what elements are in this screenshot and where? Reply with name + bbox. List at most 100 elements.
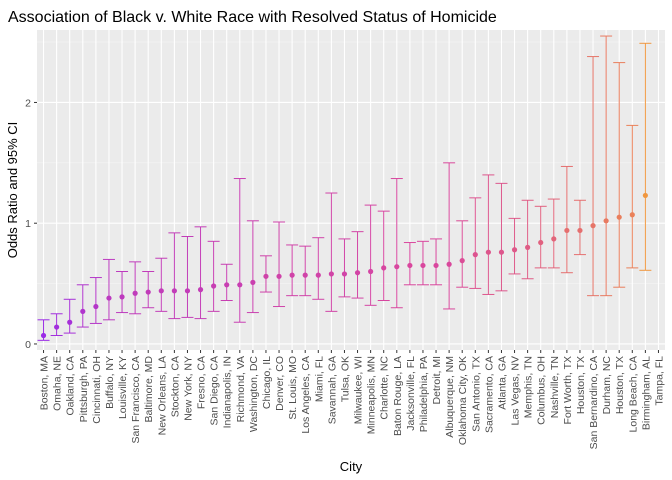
x-tick-label: New York, NY [182, 356, 194, 421]
x-tick-label: Louisville, KY [117, 356, 129, 419]
errorbar [312, 237, 325, 300]
errorbar [377, 210, 390, 301]
data-point [603, 218, 609, 224]
errorbar [469, 197, 482, 289]
data-point [119, 294, 125, 300]
errorbar [299, 245, 312, 297]
x-tick-label: Durham, NC [601, 356, 613, 415]
y-tick-label: 2 [25, 97, 31, 109]
errorbar [155, 257, 168, 312]
y-tick-label: 1 [25, 218, 31, 230]
data-point [407, 262, 413, 269]
data-point [93, 303, 99, 310]
errorbar [600, 35, 613, 297]
errorbar [102, 258, 115, 321]
x-tick-label: Omaha, NE [52, 356, 64, 411]
x-tick-label: San Antonio, TX [470, 356, 482, 432]
x-tick-label: Fort Worth, TX [562, 356, 574, 424]
data-point [433, 262, 439, 269]
errorbar [76, 284, 89, 328]
errorbar [508, 217, 521, 275]
data-point [446, 261, 452, 267]
x-tick-label: Houston, TX [614, 356, 626, 414]
errorbar [207, 240, 220, 312]
x-tick-label: Cincinnati, OH [91, 356, 103, 424]
x-tick-label: San Bernardino, CA [588, 356, 600, 449]
x-tick-label: Fresno, CA [196, 356, 208, 409]
data-point [472, 252, 478, 258]
data-point [237, 282, 243, 288]
errorbar [129, 261, 142, 315]
errorbar [443, 162, 456, 310]
x-tick-label: Tampa, FL [653, 356, 665, 406]
data-point [211, 283, 217, 289]
chart-title: Association of Black v. White Race with … [8, 9, 497, 26]
data-point [354, 270, 361, 276]
data-point [642, 192, 648, 199]
data-point [67, 319, 73, 325]
x-tick-label: Philadelphia, PA [418, 356, 430, 432]
x-tick-label: Chicago, IL [261, 356, 273, 409]
data-point [106, 295, 112, 301]
x-tick-label: Charlotte, NC [379, 356, 391, 420]
x-tick-label: Albuquerque, NM [444, 356, 456, 438]
data-point [616, 214, 622, 220]
data-point [368, 268, 374, 275]
x-tick-label: Stockton, CA [169, 356, 181, 417]
errorbars-layer [37, 35, 652, 341]
errorbar [430, 238, 443, 286]
y-tick-label: 0 [25, 339, 31, 351]
errorbar [168, 232, 181, 320]
data-point [485, 249, 491, 255]
x-tick-label: Houston, TX [575, 356, 587, 414]
data-point [511, 247, 518, 253]
data-point [263, 273, 269, 279]
data-point [498, 249, 505, 255]
data-point [171, 288, 177, 294]
data-point [40, 332, 47, 339]
errorbar [273, 221, 286, 308]
data-point [525, 244, 531, 250]
x-tick-label: San Diego, CA [209, 356, 221, 425]
x-tick-label: Memphis, TN [523, 356, 535, 418]
errorbar [482, 174, 495, 295]
errorbar [338, 238, 351, 298]
errorbar [613, 62, 626, 288]
x-tick-label: Baton Rouge, LA [392, 356, 404, 436]
y-axis: 0 1 2 [25, 97, 37, 351]
data-point [315, 272, 321, 278]
x-tick-label: Oakland, CA [65, 356, 77, 416]
data-point [289, 272, 295, 278]
errorbar [181, 235, 194, 318]
errorbar [560, 165, 573, 274]
data-point [145, 289, 151, 295]
errorbar [351, 231, 364, 299]
data-point [420, 262, 426, 269]
data-point [590, 223, 596, 229]
errorbar [456, 220, 469, 288]
points-layer [40, 192, 648, 339]
x-tick-label: Baltimore, MD [143, 356, 155, 423]
errorbar [390, 178, 403, 309]
x-tick-label: Washington, DC [248, 356, 260, 432]
data-point [328, 271, 334, 277]
x-tick-label: Atlanta, GA [496, 356, 508, 410]
x-tick-label: Columbus, OH [536, 356, 548, 425]
x-tick-label: Birmingham, AL [640, 356, 652, 430]
y-axis-title: Odds Ratio and 95% CI [5, 122, 20, 259]
errorbar [573, 199, 586, 256]
data-point [80, 308, 86, 314]
data-point [132, 290, 138, 296]
x-tick-label: Boston, MA [39, 356, 51, 410]
data-point [302, 272, 308, 278]
errorbar [547, 198, 560, 269]
errorbar [639, 42, 652, 271]
x-tick-label: Buffalo, NY [104, 356, 116, 409]
data-point [551, 236, 557, 242]
data-point [538, 239, 544, 246]
data-point [276, 273, 282, 279]
data-point [184, 288, 191, 294]
x-tick-label: Nashville, TN [549, 356, 561, 418]
